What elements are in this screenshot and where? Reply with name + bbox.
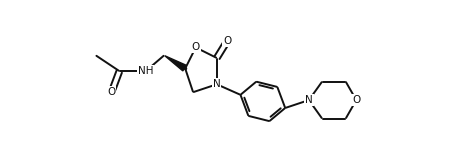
Text: N: N <box>304 95 312 105</box>
Text: O: O <box>351 95 359 105</box>
Text: NH: NH <box>138 66 153 76</box>
Text: O: O <box>223 36 231 46</box>
Polygon shape <box>165 56 186 71</box>
Text: N: N <box>212 79 220 89</box>
Text: O: O <box>107 87 115 97</box>
Text: O: O <box>191 42 199 52</box>
